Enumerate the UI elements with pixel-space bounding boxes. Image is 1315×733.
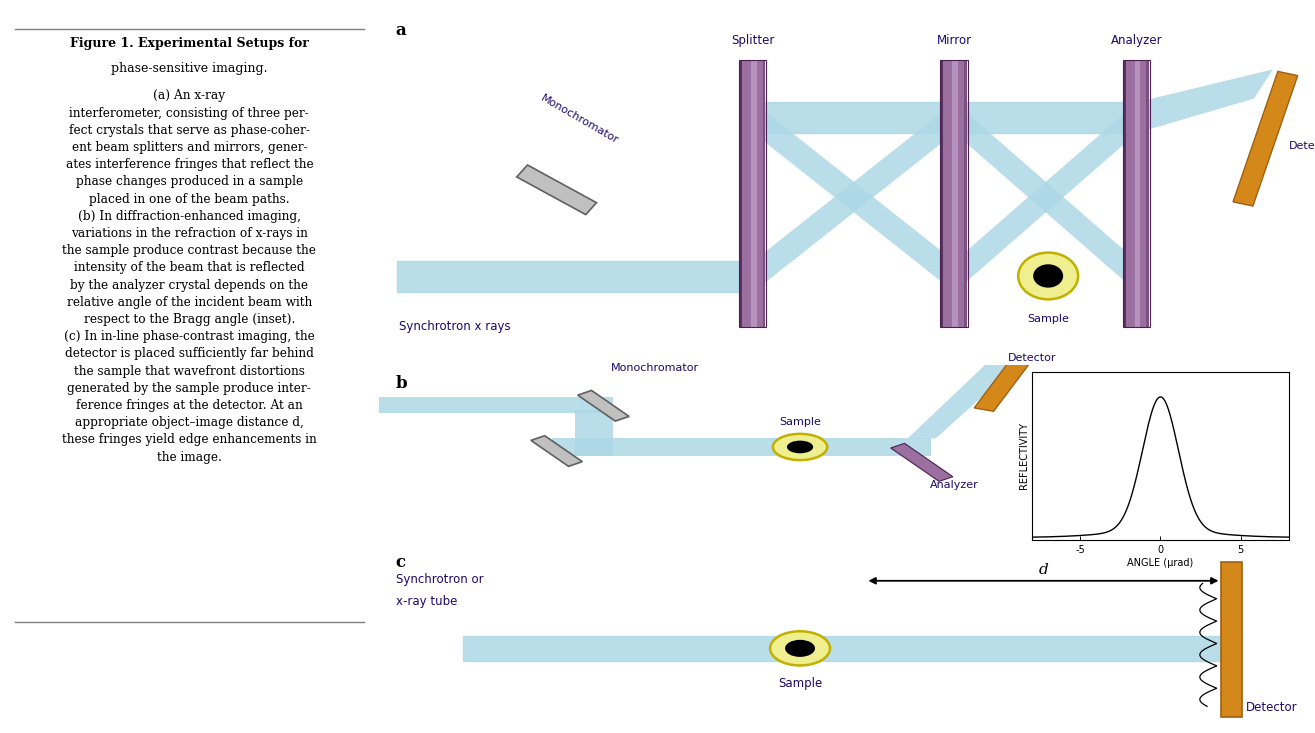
Bar — [952, 60, 957, 327]
Polygon shape — [576, 410, 613, 455]
Ellipse shape — [1034, 265, 1063, 287]
Polygon shape — [1233, 71, 1298, 206]
Text: phase-sensitive imaging.: phase-sensitive imaging. — [110, 62, 268, 75]
Polygon shape — [955, 102, 1137, 292]
X-axis label: ANGLE (μrad): ANGLE (μrad) — [1127, 558, 1194, 568]
Text: Detector: Detector — [1007, 353, 1056, 363]
Bar — [751, 60, 756, 327]
Ellipse shape — [773, 434, 827, 460]
Text: Analyzer: Analyzer — [930, 480, 978, 490]
Text: Synchrotron x rays: Synchrotron x rays — [400, 320, 512, 333]
Y-axis label: REFLECTIVITY: REFLECTIVITY — [1019, 422, 1030, 490]
Ellipse shape — [1018, 253, 1078, 299]
Bar — [763, 60, 765, 327]
Ellipse shape — [785, 640, 815, 657]
Bar — [940, 60, 944, 327]
Ellipse shape — [771, 631, 830, 666]
Bar — [742, 60, 764, 327]
Bar — [1222, 562, 1241, 717]
Text: (a) An x-ray
interferometer, consisting of three per-
fect crystals that serve a: (a) An x-ray interferometer, consisting … — [62, 89, 317, 464]
Text: Analyzer: Analyzer — [1111, 34, 1162, 48]
Polygon shape — [577, 391, 629, 421]
Text: Sample: Sample — [778, 677, 822, 690]
Bar — [940, 60, 968, 327]
Text: Splitter: Splitter — [731, 34, 775, 48]
Text: Detector: Detector — [1245, 701, 1298, 714]
Text: Sample: Sample — [778, 417, 821, 427]
Text: Detector: Detector — [1289, 141, 1315, 151]
Polygon shape — [955, 102, 1137, 292]
Polygon shape — [753, 102, 955, 292]
Bar — [943, 60, 965, 327]
Bar — [1123, 60, 1151, 327]
Polygon shape — [753, 102, 955, 292]
Polygon shape — [517, 165, 597, 215]
Polygon shape — [379, 397, 613, 413]
Bar — [739, 60, 767, 327]
Text: Monochromator: Monochromator — [539, 93, 621, 146]
Text: Synchrotron or: Synchrotron or — [396, 572, 483, 586]
Bar — [1126, 60, 1148, 327]
Bar — [1147, 60, 1149, 327]
Text: Monochromator: Monochromator — [611, 363, 700, 373]
Polygon shape — [1137, 70, 1273, 133]
Text: b: b — [396, 375, 408, 392]
Text: Sample: Sample — [1027, 314, 1069, 324]
Text: a: a — [396, 22, 406, 39]
Polygon shape — [890, 443, 953, 482]
Polygon shape — [531, 435, 583, 466]
Text: Mirror: Mirror — [938, 34, 972, 48]
Bar — [739, 60, 743, 327]
Polygon shape — [974, 344, 1041, 411]
Polygon shape — [552, 438, 931, 455]
Text: c: c — [396, 554, 406, 571]
Text: Figure 1. Experimental Setups for: Figure 1. Experimental Setups for — [70, 37, 309, 50]
Text: x-ray tube: x-ray tube — [396, 595, 456, 608]
Bar — [1123, 60, 1127, 327]
Bar — [964, 60, 967, 327]
Polygon shape — [907, 363, 1020, 438]
Bar — [1135, 60, 1140, 327]
Text: d: d — [1039, 562, 1048, 577]
Ellipse shape — [786, 441, 813, 453]
